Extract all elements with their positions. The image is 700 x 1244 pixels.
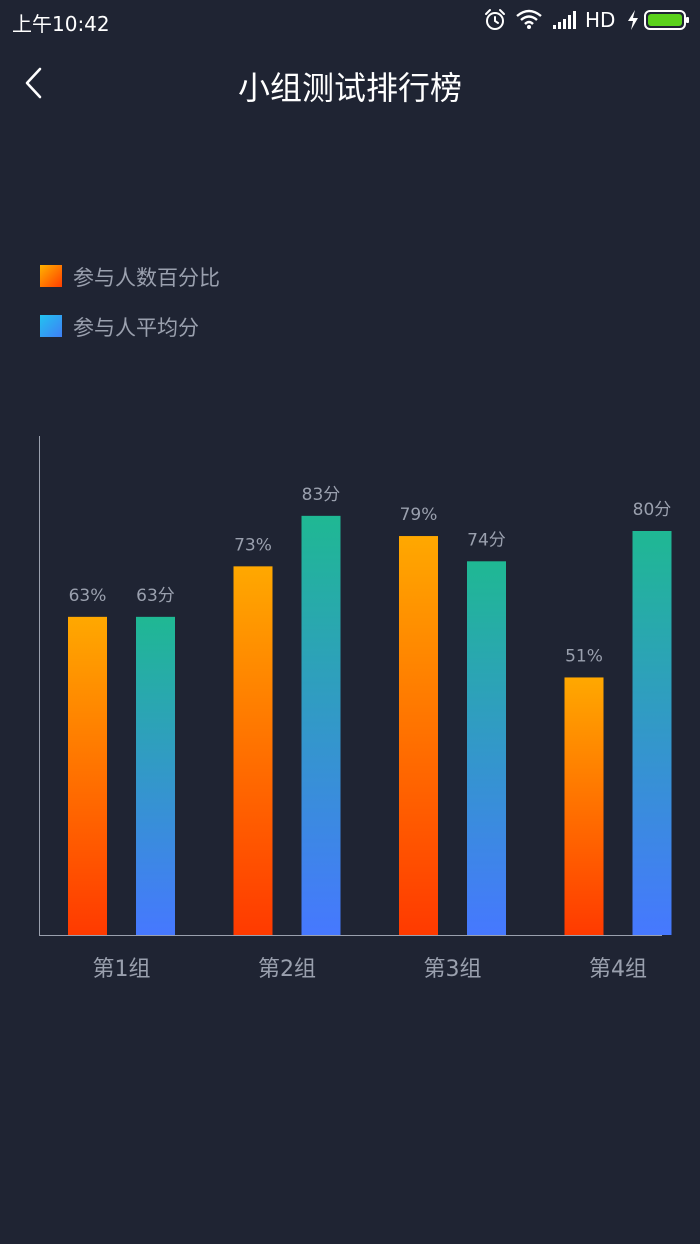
bar-average <box>467 561 506 935</box>
x-tick-label: 第3组 <box>424 957 482 982</box>
bar-value-label-average: 83分 <box>302 485 341 505</box>
page-title: 小组测试排行榜 <box>237 69 462 107</box>
status-time: 上午10:42 <box>12 12 110 36</box>
network-type: HD <box>585 8 616 32</box>
back-button[interactable] <box>16 60 56 106</box>
bar-value-label-percentage: 63% <box>69 586 107 606</box>
bar-percentage <box>399 536 438 935</box>
battery-icon <box>644 10 689 30</box>
bar-value-label-average: 63分 <box>136 586 175 606</box>
bar-average <box>136 616 175 935</box>
legend-label: 参与人数百分比 <box>73 266 220 290</box>
bar-value-label-average: 74分 <box>467 530 506 550</box>
chevron-left-icon <box>25 67 42 99</box>
bar-value-label-percentage: 51% <box>565 646 603 666</box>
bar-average <box>632 531 672 935</box>
bar-value-label-percentage: 73% <box>234 535 272 555</box>
header: 小组测试排行榜 <box>0 50 700 116</box>
x-tick-label: 第4组 <box>589 957 647 982</box>
alarm-icon <box>485 9 505 30</box>
legend-swatch-orange <box>40 265 62 287</box>
legend-label: 参与人平均分 <box>73 316 199 340</box>
legend-swatch-blue <box>40 315 62 337</box>
bar-percentage <box>68 616 107 935</box>
signal-icon <box>553 11 576 29</box>
x-tick-label: 第2组 <box>258 957 316 982</box>
x-tick-label: 第1组 <box>93 957 151 982</box>
bar-percentage <box>233 566 273 935</box>
bar-value-label-percentage: 79% <box>400 505 438 525</box>
bar-average <box>301 515 341 935</box>
charging-icon <box>628 10 638 30</box>
status-bar: 上午10:42 HD <box>0 0 700 40</box>
bar-value-label-average: 80分 <box>633 500 672 520</box>
bar-percentage <box>564 677 604 935</box>
wifi-icon <box>516 9 542 29</box>
